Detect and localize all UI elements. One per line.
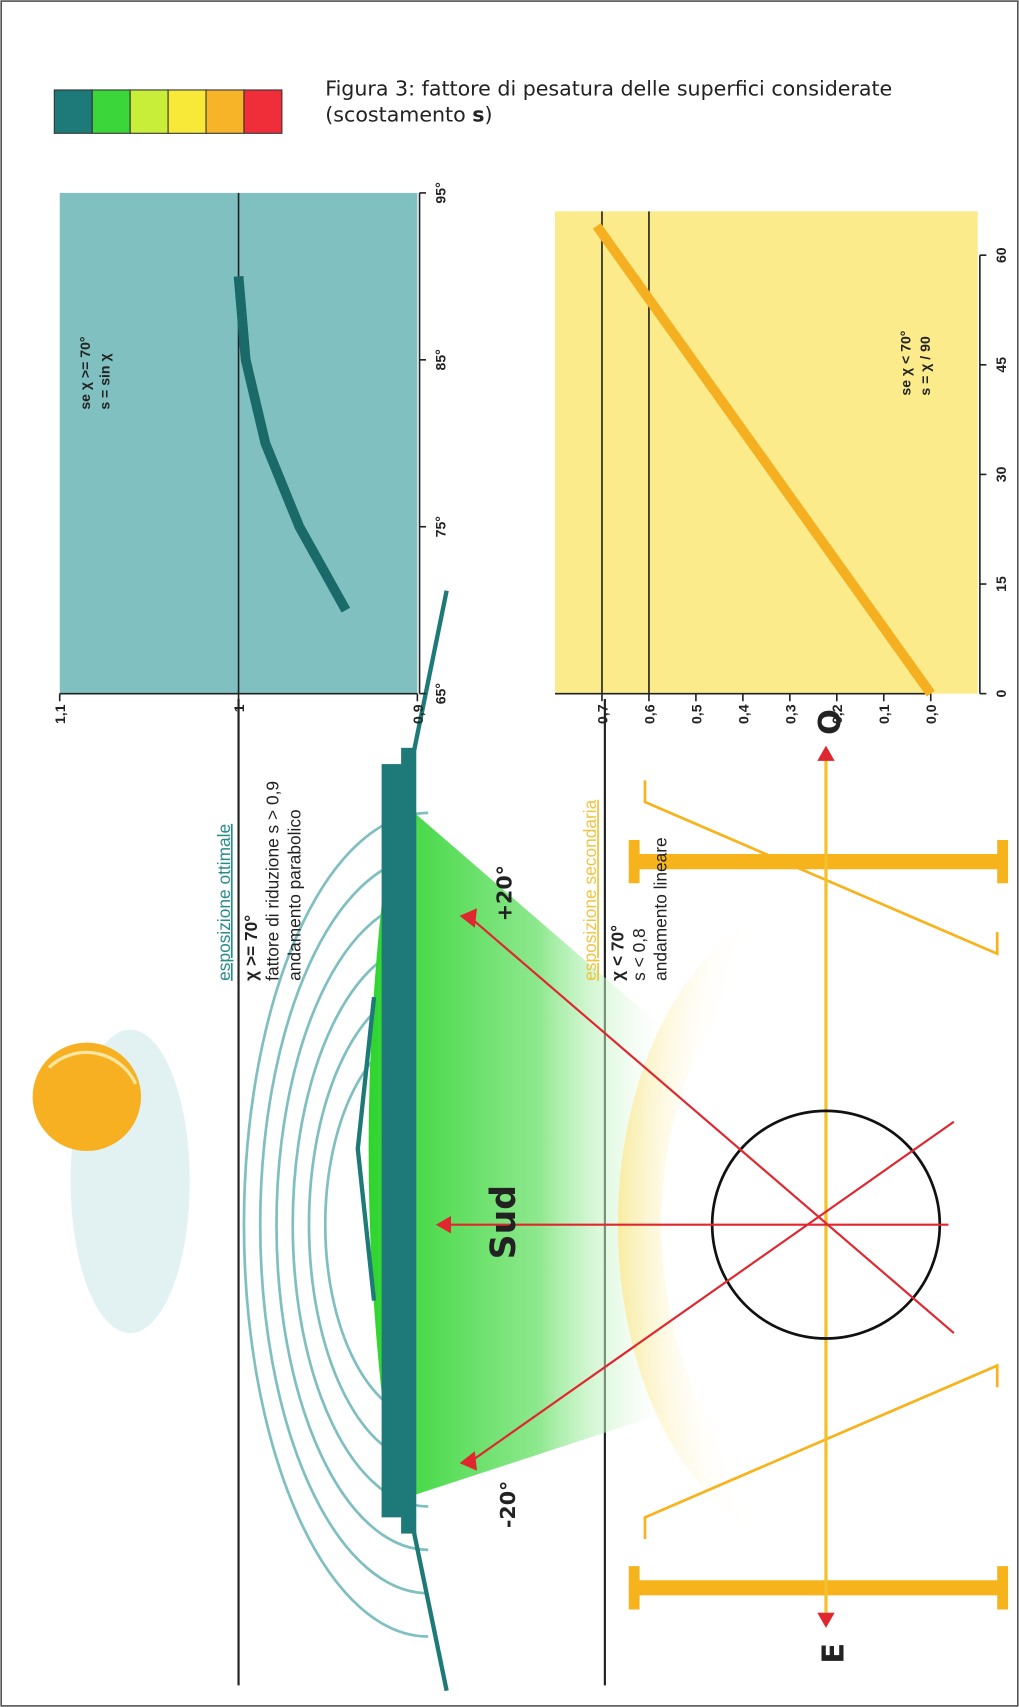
section-line: andamento parabolico <box>284 809 304 980</box>
annotation: s = χ / 90 <box>917 336 933 396</box>
color-swatch <box>54 90 92 133</box>
section-line: fattore di riduzione s > 0,9 <box>263 781 283 981</box>
color-swatch <box>206 90 244 133</box>
wall-cap <box>401 748 416 1534</box>
east-label: E <box>816 1643 851 1664</box>
section-line: andamento lineare <box>651 837 671 981</box>
color-scale <box>54 90 282 133</box>
y-tick-label: 0,9 <box>410 704 426 724</box>
caption-bold: s <box>472 102 484 126</box>
y-tick-label: 0,5 <box>688 704 704 724</box>
section-line: s < 0,8 <box>629 928 649 981</box>
y-tick-label: 0,4 <box>735 704 751 724</box>
y-tick-label: 0,3 <box>782 704 798 724</box>
x-tick-label: 60 <box>993 247 1009 263</box>
x-tick-label: 30 <box>993 466 1009 482</box>
color-swatch <box>130 90 168 133</box>
color-swatch <box>244 90 282 133</box>
annotation: se χ < 70° <box>898 330 914 395</box>
y-tick-label: 0,2 <box>829 704 845 724</box>
y-tick-label: 0,1 <box>876 704 892 724</box>
page: Figura 3: fattore di pesatura delle supe… <box>0 0 1019 1707</box>
section-line: χ >= 70° <box>241 915 261 981</box>
section-line: χ < 70° <box>607 925 627 981</box>
angle-label: -20° <box>496 1481 520 1528</box>
x-tick-label: 95° <box>433 182 449 204</box>
y-tick-label: 0,0 <box>923 704 939 724</box>
section-title: esposizione secondaria <box>580 799 600 980</box>
y-tick-label: 0,6 <box>641 704 657 724</box>
section-title: esposizione ottimale <box>214 824 234 981</box>
y-tick-label: 0,7 <box>594 704 610 724</box>
y-tick-label: 1,1 <box>52 704 68 724</box>
annotation: s = sin χ <box>97 353 113 410</box>
color-swatch <box>168 90 206 133</box>
caption-line: Figura 3: fattore di pesatura delle supe… <box>325 76 892 100</box>
x-tick-label: 65° <box>433 683 449 705</box>
figure: Figura 3: fattore di pesatura delle supe… <box>0 0 1019 1707</box>
x-tick-label: 75° <box>433 516 449 538</box>
chart: 0,0 0,1 0,2 0,3 0,4 0,5 0,6 0,7 0 15 30 45 60 se χ < … <box>555 211 1009 724</box>
angle-label: +20° <box>493 865 517 921</box>
south-label: Sud <box>484 1185 524 1259</box>
caption-text: ) <box>485 102 493 126</box>
y-tick-label: 1 <box>231 704 247 712</box>
sun <box>33 1043 141 1151</box>
annotation: se χ >= 70° <box>77 336 93 410</box>
x-tick-label: 85° <box>433 349 449 371</box>
caption-text: (scostamento <box>325 102 472 126</box>
x-tick-label: 45 <box>993 357 1009 373</box>
chart: 0,9 1 1,1 65° 75° 85° 95° se χ >= 70°s = sin χ <box>52 182 448 724</box>
plot-background <box>555 211 978 693</box>
x-tick-label: 15 <box>993 576 1009 592</box>
color-swatch <box>92 90 130 133</box>
x-tick-label: 0 <box>993 690 1009 698</box>
